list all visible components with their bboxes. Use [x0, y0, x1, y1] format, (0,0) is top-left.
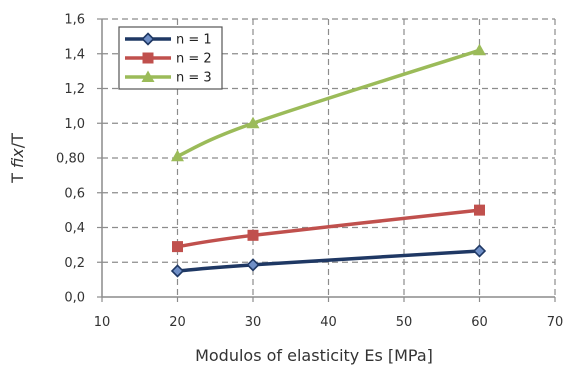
legend-label: n = 2 — [176, 52, 212, 67]
data-point — [246, 116, 260, 129]
data-point — [170, 264, 185, 278]
series-line — [175, 48, 482, 159]
y-tick-label: 1,4 — [64, 47, 85, 62]
x-tick-label: 30 — [245, 315, 262, 330]
data-point — [246, 258, 260, 272]
data-point — [474, 204, 485, 216]
y-tick-label: 0,6 — [64, 186, 85, 201]
x-tick-label: 50 — [396, 315, 413, 330]
x-axis-title: Modulos of elasticity Es [MPa] — [195, 346, 433, 365]
legend-marker — [142, 52, 154, 64]
legend-item: n = 2 — [125, 52, 212, 67]
series-line — [175, 249, 482, 273]
y-tick-label: 1,2 — [64, 82, 85, 97]
series-group — [170, 43, 487, 278]
data-point — [472, 244, 487, 258]
series-1 — [170, 244, 487, 278]
legend-label: n = 3 — [176, 71, 212, 86]
data-point — [473, 43, 486, 56]
y-axis-title-italic: fix — [8, 148, 27, 168]
y-axis-title: T fix/T — [8, 133, 27, 184]
legend-item: n = 1 — [125, 32, 212, 48]
y-tick-label: 0,4 — [64, 221, 85, 236]
x-tick-label: 60 — [471, 315, 488, 330]
legend-item: n = 3 — [125, 70, 212, 86]
data-point — [247, 229, 259, 241]
tick-labels: 0,0 0,2 0,4 0,6 0,80 1,0 1,2 1,4 1,6 10 20 30 40 50 60… — [56, 13, 563, 331]
y-tick-label: 0,80 — [56, 152, 85, 167]
x-tick-label: 40 — [320, 315, 337, 330]
y-axis-title-prefix: T — [8, 168, 27, 184]
legend-marker — [141, 32, 155, 46]
y-tick-label: 0,2 — [64, 256, 85, 271]
axes — [97, 18, 556, 302]
legend-marker — [141, 70, 155, 82]
y-tick-label: 1,0 — [64, 117, 85, 132]
data-point — [172, 241, 183, 253]
series-line — [175, 208, 482, 249]
legend: n = 1 n = 2 n = 3 — [118, 26, 223, 90]
y-tick-label: 1,6 — [64, 13, 85, 28]
legend-label: n = 1 — [176, 33, 212, 48]
x-tick-label: 70 — [547, 315, 564, 330]
series-2 — [172, 204, 485, 253]
x-tick-label: 20 — [169, 315, 186, 330]
y-axis-title-suffix: /T — [8, 133, 27, 148]
x-tick-label: 10 — [94, 315, 111, 330]
y-tick-label: 0,0 — [64, 291, 85, 306]
data-point — [171, 149, 184, 162]
series-3 — [171, 43, 486, 162]
